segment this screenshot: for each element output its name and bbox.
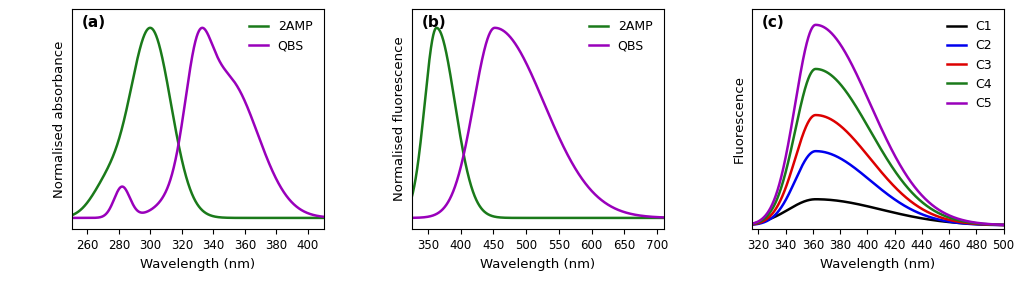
Y-axis label: Normalised fluorescence: Normalised fluorescence <box>393 37 407 201</box>
Text: (a): (a) <box>82 15 105 31</box>
X-axis label: Wavelength (nm): Wavelength (nm) <box>140 258 255 270</box>
Legend: 2AMP, QBS: 2AMP, QBS <box>244 15 317 57</box>
X-axis label: Wavelength (nm): Wavelength (nm) <box>480 258 595 270</box>
Legend: C1, C2, C3, C4, C5: C1, C2, C3, C4, C5 <box>942 15 997 115</box>
Legend: 2AMP, QBS: 2AMP, QBS <box>584 15 657 57</box>
Y-axis label: Normalised absorbance: Normalised absorbance <box>53 40 67 198</box>
Y-axis label: Fluorescence: Fluorescence <box>733 75 746 163</box>
Text: (c): (c) <box>762 15 784 31</box>
X-axis label: Wavelength (nm): Wavelength (nm) <box>820 258 935 270</box>
Text: (b): (b) <box>422 15 446 31</box>
